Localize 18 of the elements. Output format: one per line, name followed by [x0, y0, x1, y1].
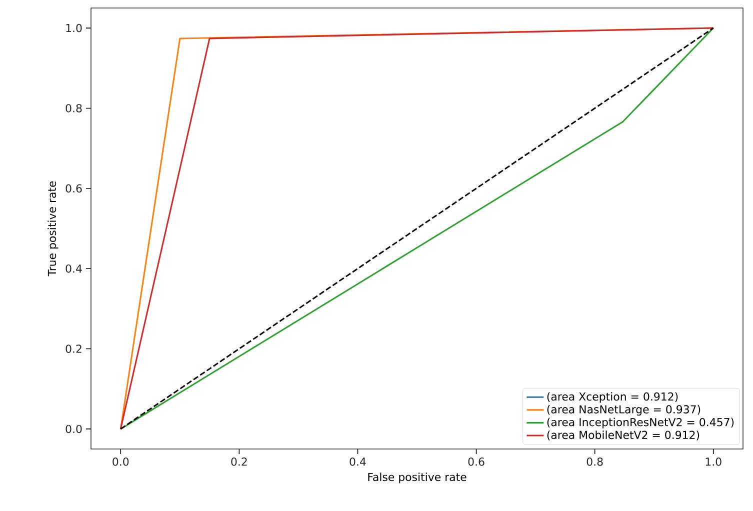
y-tick-label: 0.4 [66, 264, 82, 273]
x-tick-label: 1.0 [706, 458, 722, 466]
x-axis-title: False positive rate [368, 472, 466, 484]
x-tick-label: 0.6 [468, 458, 484, 466]
y-tick-label: 1.0 [66, 24, 82, 32]
y-axis-title: True positive rate [48, 181, 58, 276]
y-tick-label: 0.8 [66, 104, 82, 112]
y-tick-label: 0.6 [66, 184, 82, 193]
y-tick-label: 0.0 [66, 424, 82, 434]
legend-label: (area InceptionResNetV2 = 0.457) [547, 418, 734, 428]
x-tick-label: 0.0 [112, 458, 129, 466]
x-tick-label: 0.8 [586, 458, 603, 466]
x-tick-label: 0.4 [350, 458, 366, 466]
legend-label: (area Xception = 0.912) [547, 392, 678, 403]
y-tick-label: 0.2 [66, 344, 82, 353]
legend-label: (area NasNetLarge = 0.937) [547, 404, 700, 416]
x-tick-label: 0.2 [231, 458, 247, 466]
legend-label: (area MobileNetV2 = 0.912) [547, 430, 700, 440]
